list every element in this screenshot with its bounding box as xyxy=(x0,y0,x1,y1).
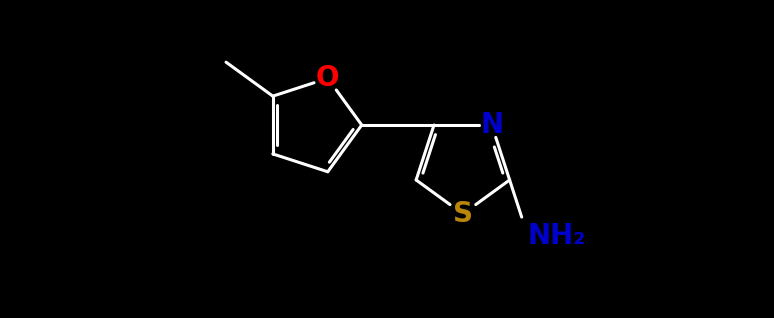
Text: NH₂: NH₂ xyxy=(528,222,587,250)
Text: S: S xyxy=(453,200,473,228)
Text: N: N xyxy=(480,111,503,139)
Text: O: O xyxy=(316,64,340,92)
